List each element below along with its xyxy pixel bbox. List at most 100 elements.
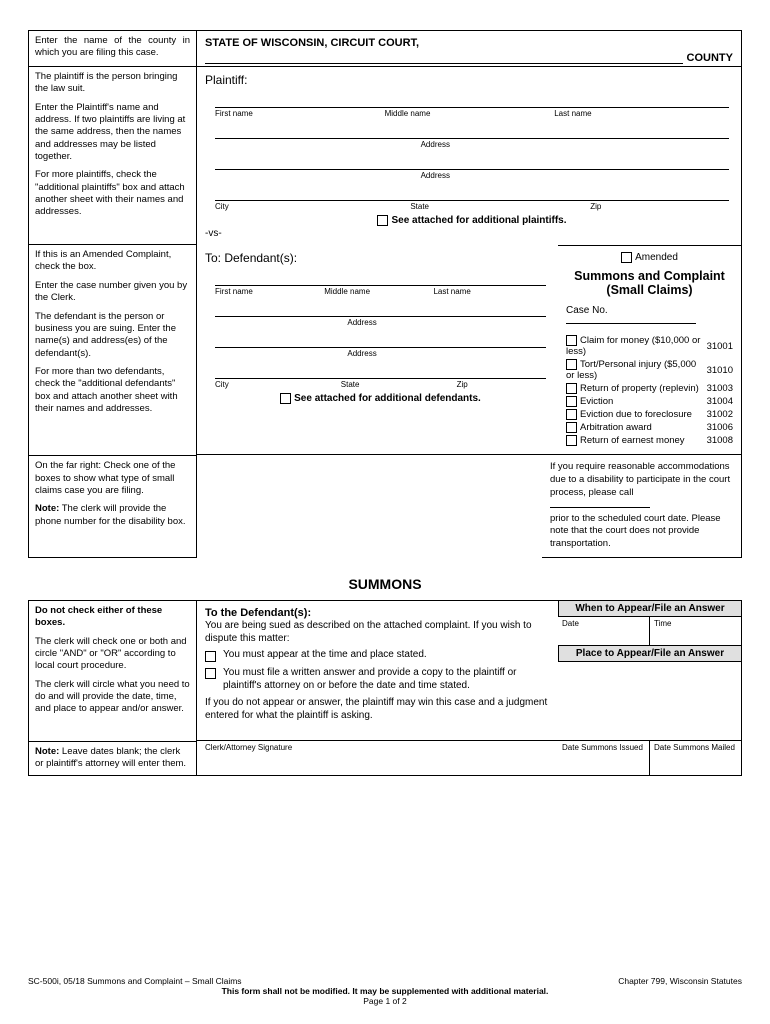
claim-row: Arbitration award 31006 [566, 422, 733, 433]
inst-a1: If this is an Amended Complaint, check t… [35, 249, 190, 274]
lbl-first: First name [215, 109, 385, 118]
inst-county: Enter the name of the county in which yo… [28, 30, 197, 67]
court-header: STATE OF WISCONSIN, CIRCUIT COURT, COUNT… [197, 30, 742, 67]
def-addr2[interactable] [215, 333, 546, 348]
claim-code: 31004 [707, 396, 733, 407]
claim-row: Return of property (replevin) 31003 [566, 383, 733, 394]
plaintiff-addr2[interactable] [215, 155, 729, 170]
appear-panel: When to Appear/File an Answer Date Time … [558, 601, 742, 741]
defendant-section: To: Defendant(s): First nameMiddle nameL… [197, 245, 558, 455]
claim-row: Claim for money ($10,000 or less) 31001 [566, 335, 733, 357]
summons-body: To the Defendant(s): You are being sued … [197, 601, 558, 741]
summons-warn: If you do not appear or answer, the plai… [205, 696, 550, 722]
chk-add-plaintiffs[interactable] [377, 215, 388, 226]
inst-c1: On the far right: Check one of the boxes… [35, 460, 190, 497]
claim-code: 31010 [707, 365, 733, 376]
inst-p3: For more plaintiffs, check the "addition… [35, 169, 190, 218]
summons-b1: You must appear at the time and place st… [223, 649, 427, 662]
to-defendants: To: Defendant(s): [205, 251, 550, 265]
doc-title: Summons and Complaint [566, 269, 733, 283]
lbl-addr2: Address [421, 171, 450, 180]
lbl-attached-p: See attached for additional plaintiffs. [391, 215, 566, 226]
inst-p1: The plaintiff is the person bringing the… [35, 71, 190, 96]
vs-label: -vs- [205, 228, 733, 239]
claim-text: Arbitration award [580, 422, 652, 433]
plaintiff-addr1[interactable] [215, 124, 729, 139]
def-csz[interactable] [215, 364, 546, 379]
chk-appear[interactable] [205, 651, 216, 662]
inst-d2: For more than two defendants, check the … [35, 366, 190, 415]
def-addr1[interactable] [215, 302, 546, 317]
claim-code: 31003 [707, 383, 733, 394]
sig-field[interactable]: Clerk/Attorney Signature [197, 741, 558, 776]
acc-t2: prior to the scheduled court date. Pleas… [550, 513, 721, 550]
inst-s1: Do not check either of these boxes. [35, 605, 190, 630]
inst-defendant: If this is an Amended Complaint, check t… [28, 245, 197, 455]
inst-a2: Enter the case number given you by the C… [35, 280, 190, 305]
case-panel: Amended Summons and Complaint (Small Cla… [558, 245, 742, 455]
time-field[interactable]: Time [650, 617, 741, 645]
claim-row: Return of earnest money 31008 [566, 435, 733, 446]
claim-row: Tort/Personal injury ($5,000 or less) 310… [566, 359, 733, 381]
chk-add-defendants[interactable] [280, 393, 291, 404]
inst-claims: On the far right: Check one of the boxes… [28, 455, 197, 558]
inst-summons: Do not check either of these boxes. The … [28, 601, 197, 741]
claim-code: 31006 [707, 422, 733, 433]
footer-m: This form shall not be modified. It may … [28, 986, 742, 996]
acc-phone[interactable] [550, 507, 650, 508]
lbl-state: State [410, 202, 590, 211]
doc-subtitle: (Small Claims) [566, 283, 733, 297]
caseno-field[interactable] [566, 323, 696, 324]
chk-claim[interactable] [566, 359, 577, 370]
when-header: When to Appear/File an Answer [558, 601, 741, 617]
chk-claim[interactable] [566, 335, 577, 346]
chk-amended[interactable] [621, 252, 632, 263]
claim-code: 31008 [707, 435, 733, 446]
summons-intro: You are being sued as described on the a… [205, 619, 550, 645]
claim-text: Return of property (replevin) [580, 383, 699, 394]
inst-p2: Enter the Plaintiff's name and address. … [35, 102, 190, 164]
chk-claim[interactable] [566, 435, 577, 446]
inst-d1: The defendant is the person or business … [35, 311, 190, 360]
chk-claim[interactable] [566, 396, 577, 407]
plaintiff-name-line[interactable] [215, 93, 729, 108]
lbl-addr: Address [421, 140, 450, 149]
claim-text: Tort/Personal injury ($5,000 or less) [566, 359, 696, 381]
footer-l: SC-500i, 05/18 Summons and Complaint – S… [28, 976, 242, 986]
chk-claim[interactable] [566, 409, 577, 420]
inst-plaintiff: The plaintiff is the person bringing the… [28, 67, 197, 245]
summons-heading: SUMMONS [28, 576, 742, 592]
claim-text: Claim for money ($10,000 or less) [566, 335, 700, 357]
court-name: STATE OF WISCONSIN, CIRCUIT COURT, [205, 37, 733, 49]
plaintiff-section: Plaintiff: First nameMiddle nameLast nam… [197, 67, 742, 245]
chk-file[interactable] [205, 668, 216, 679]
claim-text: Eviction [580, 396, 613, 407]
claim-code: 31001 [707, 341, 733, 352]
chk-claim[interactable] [566, 422, 577, 433]
claim-code: 31002 [707, 409, 733, 420]
lbl-city: City [215, 202, 410, 211]
summons-b2: You must file a written answer and provi… [223, 666, 550, 692]
mailed-field[interactable]: Date Summons Mailed [650, 741, 741, 775]
inst-summons-note: Note: Leave dates blank; the clerk or pl… [28, 741, 197, 776]
footer-r: Chapter 799, Wisconsin Statutes [618, 976, 742, 986]
def-name-line[interactable] [215, 271, 546, 286]
accommodation-box: If you require reasonable accommodations… [542, 455, 742, 558]
inst-s2: The clerk will check one or both and cir… [35, 636, 190, 673]
plaintiff-csz[interactable] [215, 186, 729, 201]
lbl-zip: Zip [590, 202, 601, 211]
date-field[interactable]: Date [558, 617, 650, 645]
lbl-middle: Middle name [385, 109, 555, 118]
lbl-last: Last name [554, 109, 591, 118]
plaintiff-label: Plaintiff: [205, 73, 733, 87]
claim-text: Return of earnest money [580, 435, 685, 446]
issued-field[interactable]: Date Summons Issued [558, 741, 650, 775]
claim-row: Eviction due to foreclosure 31002 [566, 409, 733, 420]
claim-row: Eviction 31004 [566, 396, 733, 407]
claim-text: Eviction due to foreclosure [580, 409, 692, 420]
chk-claim[interactable] [566, 383, 577, 394]
county-label: COUNTY [687, 52, 733, 64]
acc-t1: If you require reasonable accommodations… [550, 461, 730, 498]
footer: SC-500i, 05/18 Summons and Complaint – S… [28, 976, 742, 1006]
inst-s3: The clerk will circle what you need to d… [35, 679, 190, 716]
